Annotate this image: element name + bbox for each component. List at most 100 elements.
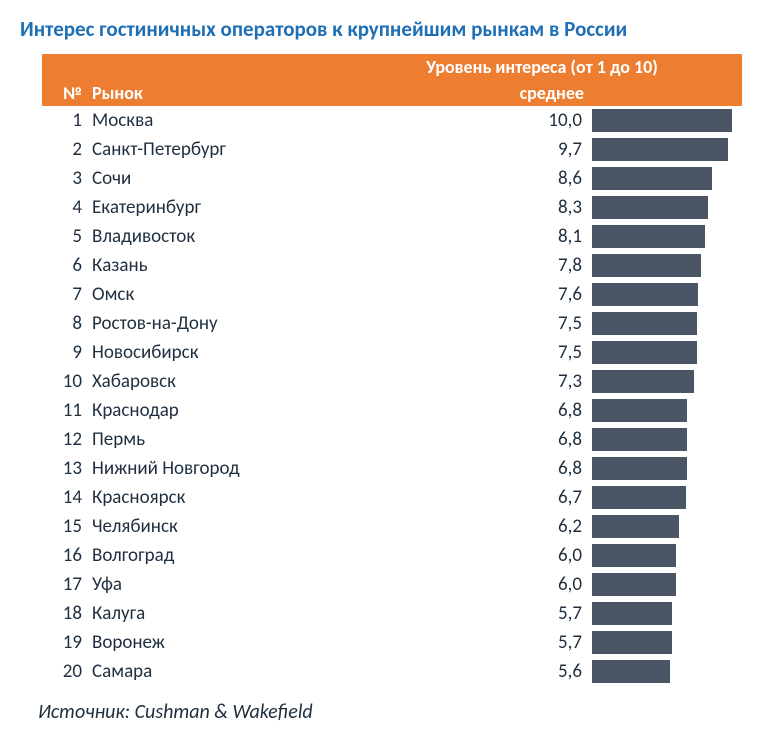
bar (592, 283, 698, 306)
bar (592, 196, 708, 219)
row-market: Самара (92, 660, 342, 683)
row-value: 7,8 (342, 254, 592, 277)
row-market: Красноярск (92, 486, 342, 509)
bar (592, 544, 676, 567)
bar (592, 370, 694, 393)
row-number: 16 (42, 544, 92, 567)
row-value: 8,3 (342, 196, 592, 219)
bar (592, 254, 701, 277)
row-number: 17 (42, 573, 92, 596)
row-value: 6,8 (342, 428, 592, 451)
bar (592, 573, 676, 596)
row-market: Нижний Новгород (92, 457, 342, 480)
row-bar-cell (592, 193, 742, 222)
row-value: 7,6 (342, 283, 592, 306)
row-market: Москва (92, 109, 342, 132)
row-number: 7 (42, 283, 92, 306)
bar (592, 515, 679, 538)
row-number: 19 (42, 631, 92, 654)
row-number: 20 (42, 660, 92, 683)
bar (592, 167, 712, 190)
row-bar-cell (592, 570, 742, 599)
table-row: 17Уфа6,0 (42, 570, 742, 599)
row-market: Омск (92, 283, 342, 306)
row-market: Волгоград (92, 544, 342, 567)
table-row: 12Пермь6,8 (42, 425, 742, 454)
row-market: Уфа (92, 573, 342, 596)
row-market: Ростов-на-Дону (92, 312, 342, 335)
row-market: Новосибирск (92, 341, 342, 364)
row-number: 11 (42, 399, 92, 422)
row-bar-cell (592, 338, 742, 367)
row-value: 7,5 (342, 341, 592, 364)
row-value: 7,5 (342, 312, 592, 335)
row-bar-cell (592, 164, 742, 193)
table-row: 8Ростов-на-Дону7,5 (42, 309, 742, 338)
row-market: Челябинск (92, 515, 342, 538)
table-row: 4Екатеринбург8,3 (42, 193, 742, 222)
source-label: Источник: Cushman & Wakefield (38, 700, 750, 724)
row-value: 6,7 (342, 486, 592, 509)
table-row: 16Волгоград6,0 (42, 541, 742, 570)
table-row: 6Казань7,8 (42, 251, 742, 280)
table-body: 1Москва10,02Санкт-Петербург9,73Сочи8,64Е… (42, 106, 742, 686)
row-number: 10 (42, 370, 92, 393)
row-value: 5,7 (342, 631, 592, 654)
row-bar-cell (592, 512, 742, 541)
row-value: 5,7 (342, 602, 592, 625)
row-bar-cell (592, 222, 742, 251)
bar (592, 602, 672, 625)
row-value: 6,8 (342, 457, 592, 480)
row-bar-cell (592, 251, 742, 280)
table-row: 5Владивосток8,1 (42, 222, 742, 251)
table-row: 7Омск7,6 (42, 280, 742, 309)
table-row: 15Челябинск6,2 (42, 512, 742, 541)
row-number: 15 (42, 515, 92, 538)
bar (592, 428, 687, 451)
table-row: 9Новосибирск7,5 (42, 338, 742, 367)
row-bar-cell (592, 396, 742, 425)
bar (592, 631, 672, 654)
row-value: 6,0 (342, 573, 592, 596)
table-row: 2Санкт-Петербург9,7 (42, 135, 742, 164)
row-market: Владивосток (92, 225, 342, 248)
row-bar-cell (592, 106, 742, 135)
row-bar-cell (592, 628, 742, 657)
row-number: 2 (42, 138, 92, 161)
header-interest-line2: среднее (342, 82, 592, 104)
row-bar-cell (592, 483, 742, 512)
table-row: 19Воронеж5,7 (42, 628, 742, 657)
table-header: Уровень интереса (от 1 до 10) № Рынок ср… (42, 54, 742, 106)
row-value: 6,0 (342, 544, 592, 567)
bar (592, 225, 705, 248)
row-number: 6 (42, 254, 92, 277)
row-number: 14 (42, 486, 92, 509)
row-value: 6,8 (342, 399, 592, 422)
row-value: 10,0 (342, 109, 592, 132)
row-market: Екатеринбург (92, 196, 342, 219)
table-row: 20Самара5,6 (42, 657, 742, 686)
row-market: Сочи (92, 167, 342, 190)
bar (592, 399, 687, 422)
row-number: 12 (42, 428, 92, 451)
row-number: 8 (42, 312, 92, 335)
bar (592, 457, 687, 480)
row-market: Казань (92, 254, 342, 277)
table-row: 11Краснодар6,8 (42, 396, 742, 425)
table-row: 18Калуга5,7 (42, 599, 742, 628)
row-market: Санкт-Петербург (92, 138, 342, 161)
row-number: 5 (42, 225, 92, 248)
data-table: Уровень интереса (от 1 до 10) № Рынок ср… (42, 54, 742, 686)
table-row: 1Москва10,0 (42, 106, 742, 135)
header-market: Рынок (92, 82, 342, 104)
row-number: 9 (42, 341, 92, 364)
row-number: 1 (42, 109, 92, 132)
row-number: 4 (42, 196, 92, 219)
row-bar-cell (592, 309, 742, 338)
row-bar-cell (592, 599, 742, 628)
table-row: 3Сочи8,6 (42, 164, 742, 193)
row-bar-cell (592, 367, 742, 396)
bar (592, 341, 697, 364)
row-market: Пермь (92, 428, 342, 451)
header-interest-line1: Уровень интереса (от 1 до 10) (342, 56, 742, 78)
